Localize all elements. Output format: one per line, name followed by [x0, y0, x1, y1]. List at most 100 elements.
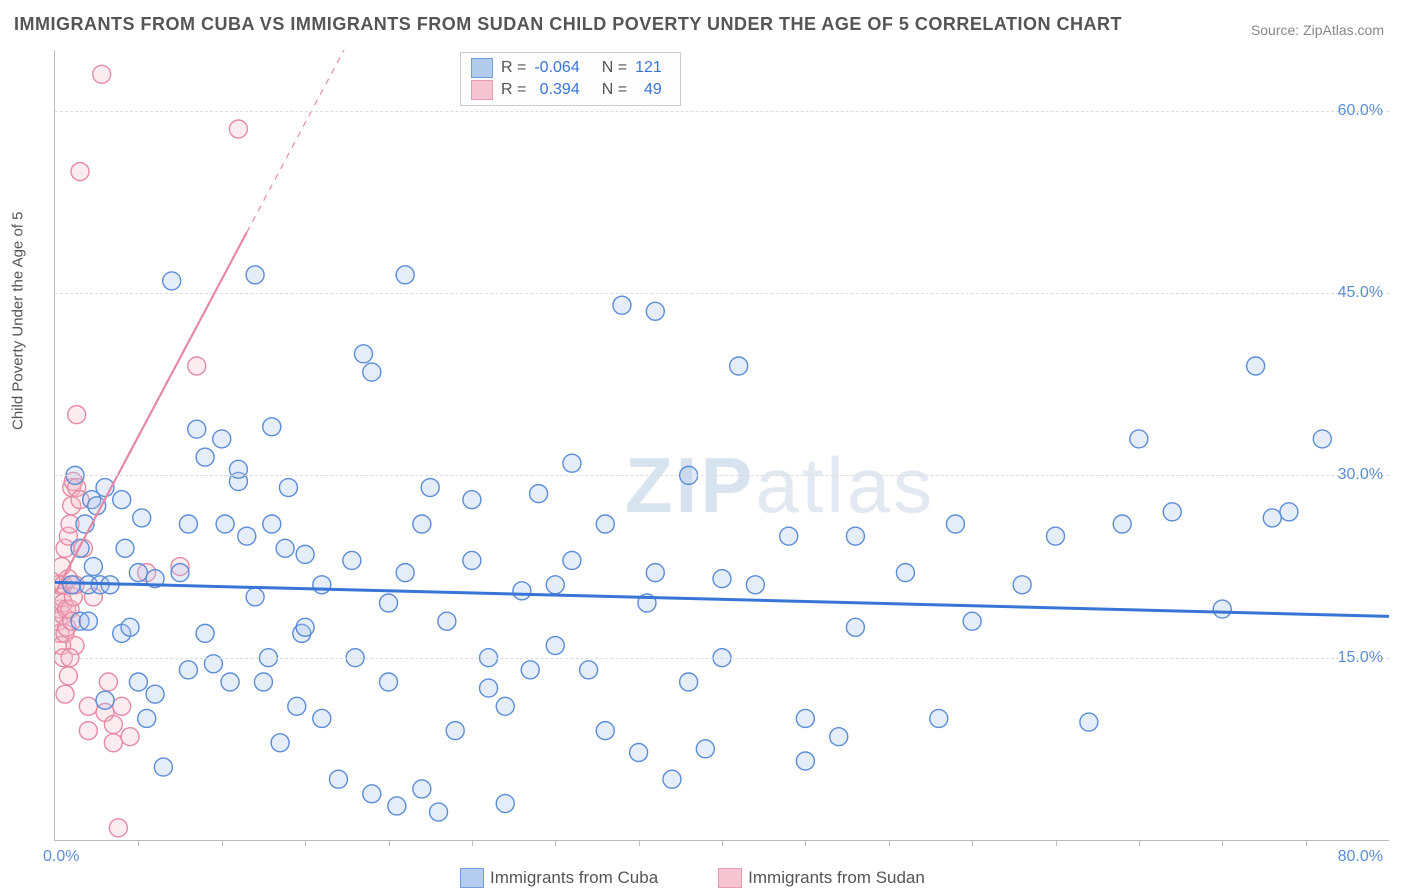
x-tick-origin: 0.0%: [43, 848, 79, 866]
data-point-cuba: [116, 539, 134, 557]
data-point-cuba: [1213, 600, 1231, 618]
data-point-sudan: [229, 120, 247, 138]
data-point-cuba: [171, 564, 189, 582]
data-point-cuba: [1080, 713, 1098, 731]
data-point-cuba: [354, 345, 372, 363]
x-tick-mark: [972, 840, 973, 846]
source-label: Source: ZipAtlas.com: [1251, 22, 1384, 38]
legend-series-label: Immigrants from Cuba: [490, 868, 658, 887]
data-point-cuba: [263, 418, 281, 436]
data-point-cuba: [438, 612, 456, 630]
data-point-cuba: [380, 594, 398, 612]
gridline: [55, 475, 1389, 476]
data-point-cuba: [746, 576, 764, 594]
legend-swatch: [718, 868, 742, 888]
scatter-svg: [55, 50, 1389, 840]
data-point-cuba: [63, 576, 81, 594]
data-point-cuba: [88, 497, 106, 515]
data-point-cuba: [580, 661, 598, 679]
y-tick-label: 15.0%: [1338, 649, 1383, 667]
x-tick-mark: [639, 840, 640, 846]
data-point-cuba: [221, 673, 239, 691]
data-point-cuba: [1163, 503, 1181, 521]
data-point-cuba: [646, 302, 664, 320]
data-point-cuba: [421, 479, 439, 497]
data-point-cuba: [276, 539, 294, 557]
data-point-sudan: [71, 163, 89, 181]
data-point-cuba: [179, 661, 197, 679]
data-point-cuba: [246, 588, 264, 606]
y-tick-label: 45.0%: [1338, 284, 1383, 302]
legend-r-label: R =: [501, 57, 534, 79]
data-point-cuba: [396, 266, 414, 284]
data-point-cuba: [113, 491, 131, 509]
data-point-cuba: [946, 515, 964, 533]
data-point-cuba: [84, 558, 102, 576]
x-tick-mark: [472, 840, 473, 846]
legend-series-label: Immigrants from Sudan: [748, 868, 925, 887]
data-point-cuba: [630, 743, 648, 761]
legend-item: Immigrants from Sudan: [718, 867, 955, 886]
data-point-sudan: [99, 673, 117, 691]
x-tick-mark: [805, 840, 806, 846]
data-point-cuba: [238, 527, 256, 545]
y-axis-label: Child Poverty Under the Age of 5: [10, 212, 27, 430]
data-point-cuba: [830, 728, 848, 746]
data-point-cuba: [129, 564, 147, 582]
data-point-cuba: [463, 491, 481, 509]
legend-n-label: N =: [588, 79, 635, 101]
data-point-cuba: [696, 740, 714, 758]
data-point-sudan: [68, 406, 86, 424]
data-point-cuba: [279, 479, 297, 497]
y-tick-label: 60.0%: [1338, 102, 1383, 120]
legend-n-value: 121: [635, 57, 670, 79]
series-legend: Immigrants from Cuba Immigrants from Suda…: [460, 867, 985, 888]
data-point-cuba: [796, 752, 814, 770]
data-point-sudan: [79, 697, 97, 715]
data-point-cuba: [680, 673, 698, 691]
x-tick-max: 80.0%: [1338, 848, 1383, 866]
data-point-cuba: [271, 734, 289, 752]
legend-n-label: N =: [588, 57, 635, 79]
data-point-cuba: [496, 697, 514, 715]
legend-r-value: -0.064: [534, 57, 587, 79]
data-point-cuba: [730, 357, 748, 375]
data-point-cuba: [1047, 527, 1065, 545]
x-tick-mark: [1306, 840, 1307, 846]
data-point-cuba: [496, 795, 514, 813]
data-point-cuba: [463, 551, 481, 569]
data-point-cuba: [430, 803, 448, 821]
data-point-cuba: [413, 780, 431, 798]
data-point-cuba: [196, 448, 214, 466]
data-point-cuba: [1263, 509, 1281, 527]
data-point-sudan: [113, 697, 131, 715]
data-point-cuba: [780, 527, 798, 545]
data-point-cuba: [1013, 576, 1031, 594]
data-point-cuba: [563, 551, 581, 569]
data-point-sudan: [104, 716, 122, 734]
correlation-legend: R =-0.064N =121R =0.394N =49: [460, 52, 681, 106]
data-point-cuba: [713, 570, 731, 588]
data-point-cuba: [288, 697, 306, 715]
data-point-cuba: [1280, 503, 1298, 521]
data-point-cuba: [513, 582, 531, 600]
data-point-cuba: [296, 618, 314, 636]
data-point-cuba: [263, 515, 281, 533]
legend-n-value: 49: [635, 79, 670, 101]
data-point-cuba: [613, 296, 631, 314]
data-point-cuba: [388, 797, 406, 815]
data-point-cuba: [846, 618, 864, 636]
data-point-cuba: [546, 576, 564, 594]
legend-r-value: 0.394: [534, 79, 587, 101]
data-point-cuba: [563, 454, 581, 472]
data-point-sudan: [59, 667, 77, 685]
data-point-cuba: [796, 709, 814, 727]
data-point-cuba: [313, 576, 331, 594]
legend-swatch: [471, 80, 493, 100]
data-point-cuba: [138, 709, 156, 727]
gridline: [55, 111, 1389, 112]
data-point-cuba: [663, 770, 681, 788]
data-point-cuba: [521, 661, 539, 679]
data-point-cuba: [596, 515, 614, 533]
data-point-sudan: [188, 357, 206, 375]
